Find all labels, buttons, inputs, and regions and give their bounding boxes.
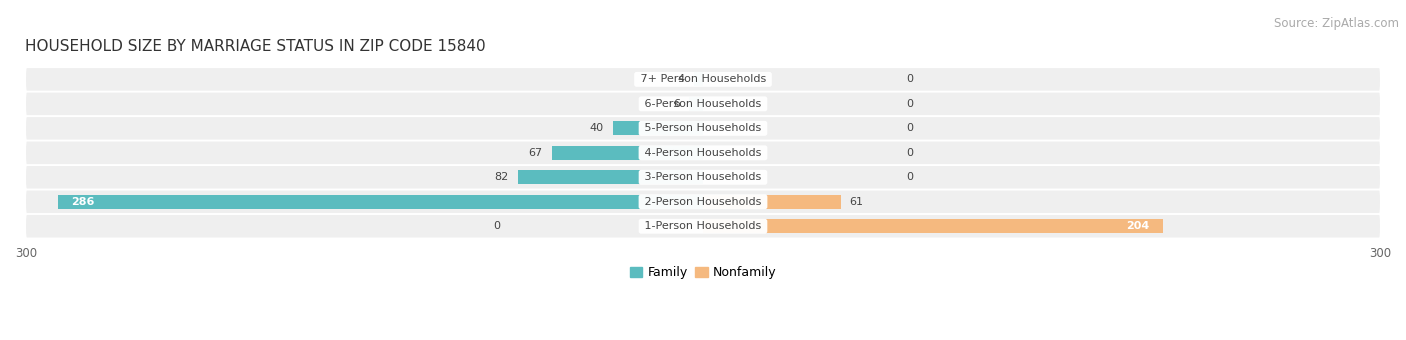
Text: 0: 0 <box>905 99 912 109</box>
Text: Source: ZipAtlas.com: Source: ZipAtlas.com <box>1274 17 1399 30</box>
Text: 2-Person Households: 2-Person Households <box>641 197 765 207</box>
Bar <box>551 146 703 160</box>
FancyBboxPatch shape <box>27 141 1379 164</box>
Text: HOUSEHOLD SIZE BY MARRIAGE STATUS IN ZIP CODE 15840: HOUSEHOLD SIZE BY MARRIAGE STATUS IN ZIP… <box>25 39 485 54</box>
Text: 61: 61 <box>849 197 863 207</box>
FancyBboxPatch shape <box>27 117 1379 140</box>
Text: 204: 204 <box>1126 221 1150 231</box>
Text: 6: 6 <box>673 99 681 109</box>
Text: 4: 4 <box>678 74 685 84</box>
FancyBboxPatch shape <box>27 215 1379 238</box>
FancyBboxPatch shape <box>27 68 1379 91</box>
Bar <box>613 121 703 135</box>
Text: 0: 0 <box>905 172 912 182</box>
FancyBboxPatch shape <box>27 92 1379 115</box>
Text: 0: 0 <box>494 221 501 231</box>
Bar <box>703 219 1163 233</box>
Text: 1-Person Households: 1-Person Households <box>641 221 765 231</box>
Text: 3-Person Households: 3-Person Households <box>641 172 765 182</box>
Text: 6-Person Households: 6-Person Households <box>641 99 765 109</box>
Text: 0: 0 <box>905 74 912 84</box>
FancyBboxPatch shape <box>27 190 1379 213</box>
Bar <box>703 195 841 209</box>
Text: 286: 286 <box>72 197 94 207</box>
Text: 82: 82 <box>495 172 509 182</box>
Text: 4-Person Households: 4-Person Households <box>641 148 765 158</box>
Bar <box>58 195 703 209</box>
Legend: Family, Nonfamily: Family, Nonfamily <box>624 261 782 284</box>
Text: 0: 0 <box>905 148 912 158</box>
FancyBboxPatch shape <box>27 166 1379 189</box>
Text: 67: 67 <box>529 148 543 158</box>
Text: 40: 40 <box>589 123 603 133</box>
Bar <box>695 72 703 86</box>
Text: 7+ Person Households: 7+ Person Households <box>637 74 769 84</box>
Bar <box>689 97 703 111</box>
Text: 5-Person Households: 5-Person Households <box>641 123 765 133</box>
Text: 0: 0 <box>905 123 912 133</box>
Bar <box>517 170 703 184</box>
